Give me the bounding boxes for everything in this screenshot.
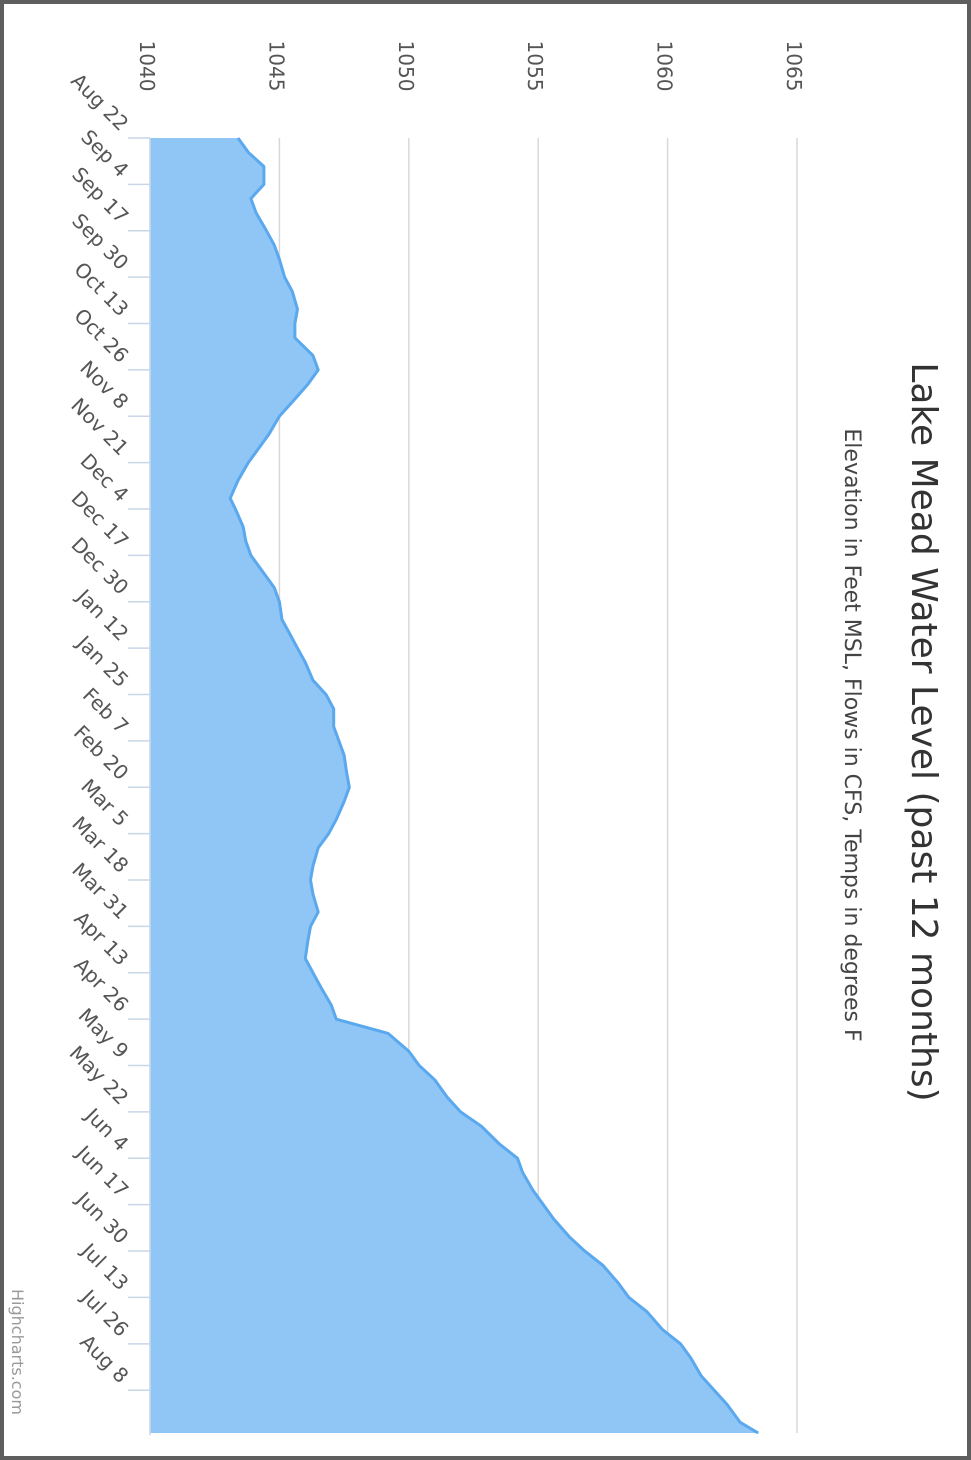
date-tick-label: Jan 12	[71, 583, 134, 646]
date-tick-label: Jan 25	[71, 629, 134, 692]
highcharts-credit[interactable]: Highcharts.com	[8, 1289, 27, 1415]
value-tick-label-1040: 1040	[135, 41, 159, 92]
value-tick-label-1045: 1045	[264, 41, 288, 92]
date-tick-label: Aug 22	[66, 68, 133, 135]
date-tick-label: Jun 30	[70, 1186, 133, 1249]
value-tick-label-1050: 1050	[394, 41, 418, 92]
value-tick-label-1060: 1060	[653, 41, 677, 92]
value-tick-label-1055: 1055	[523, 41, 547, 92]
area-layer	[150, 137, 759, 1435]
value-tick-label-1065: 1065	[782, 41, 806, 92]
chart-title: Lake Mead Water Level (past 12 months)	[903, 362, 944, 1101]
date-tick-label: Jul 13	[75, 1237, 133, 1295]
area-series-line	[228, 137, 759, 1435]
date-tick-label: Jun 17	[70, 1139, 133, 1202]
date-tick-label: Jul 26	[75, 1283, 133, 1341]
chart-subtitle: Elevation in Feet MSL, Flows in CFS, Tem…	[839, 428, 864, 1041]
date-tick-label: Aug 8	[75, 1330, 133, 1388]
area-fill	[150, 138, 759, 1433]
